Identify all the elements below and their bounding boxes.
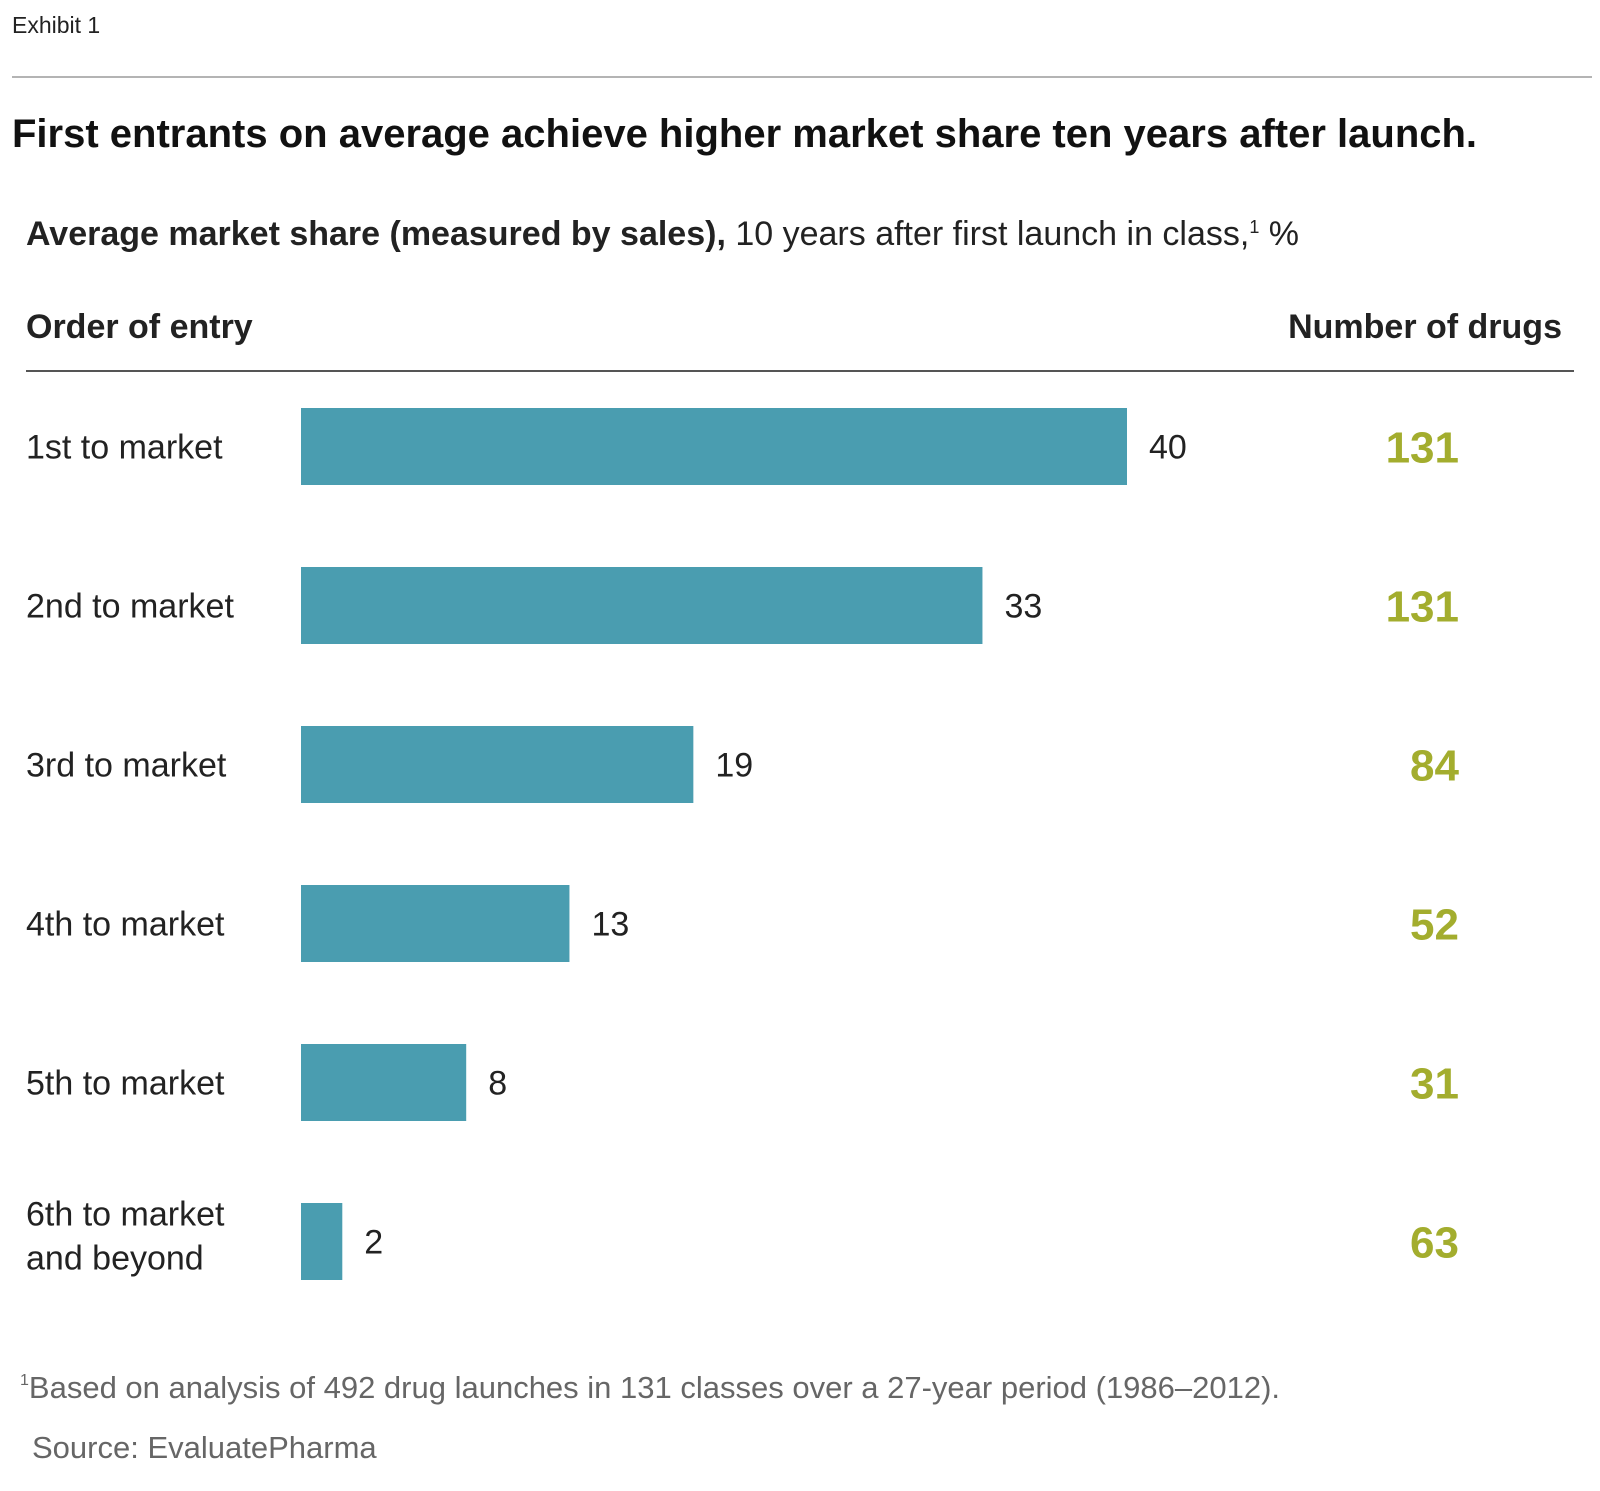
category-label-3: 3rd to market	[26, 747, 227, 785]
drug-count-4: 52	[1410, 901, 1459, 950]
bar-6	[301, 1203, 343, 1280]
value-label-6: 2	[364, 1224, 383, 1262]
value-label-1: 40	[1149, 429, 1187, 467]
drug-count-6: 63	[1410, 1219, 1459, 1268]
top-divider	[12, 76, 1592, 78]
bar-4	[301, 885, 570, 962]
category-label-line: 3rd to market	[26, 747, 227, 785]
drug-count-2: 131	[1386, 583, 1459, 632]
drug-count-5: 31	[1410, 1060, 1459, 1109]
category-label-line: 4th to market	[26, 906, 225, 944]
category-label-4: 4th to market	[26, 906, 225, 944]
value-label-3: 19	[715, 747, 753, 785]
chart-subtitle: Average market share (measured by sales)…	[26, 215, 1299, 254]
value-label-2: 33	[1004, 588, 1042, 626]
bar-3	[301, 726, 694, 803]
footnote-marker: 1	[20, 1372, 29, 1389]
category-label-1: 1st to market	[26, 429, 223, 467]
source-note: Source: EvaluatePharma	[32, 1430, 377, 1465]
category-label-line: 2nd to market	[26, 588, 234, 626]
bar-1	[301, 408, 1127, 485]
subtitle-footnote-marker: 1	[1249, 217, 1260, 237]
footnote-text: Based on analysis of 492 drug launches i…	[28, 1370, 1281, 1405]
subtitle-bold: Average market share (measured by sales)…	[26, 215, 726, 253]
category-label-line: 5th to market	[26, 1065, 225, 1103]
category-label-line: 1st to market	[26, 429, 223, 467]
bar-2	[301, 567, 983, 644]
category-label-line: 6th to market	[26, 1196, 225, 1234]
subtitle-rest: 10 years after first launch in class,	[725, 215, 1250, 253]
drug-count-1: 131	[1386, 424, 1459, 473]
category-label-6: 6th to market and beyond	[26, 1196, 225, 1278]
header-divider	[26, 370, 1574, 372]
value-label-5: 8	[488, 1065, 507, 1103]
footnote: 1Based on analysis of 492 drug launches …	[20, 1370, 1280, 1406]
category-label-2: 2nd to market	[26, 588, 234, 626]
category-label-line: and beyond	[26, 1240, 204, 1278]
column-header-order-of-entry: Order of entry	[26, 308, 253, 346]
subtitle-unit: %	[1259, 215, 1300, 253]
column-header-number-of-drugs: Number of drugs	[1288, 308, 1562, 346]
value-label-4: 13	[591, 906, 629, 944]
category-label-5: 5th to market	[26, 1065, 225, 1103]
chart-title: First entrants on average achieve higher…	[12, 112, 1478, 156]
drug-count-3: 84	[1410, 742, 1459, 791]
exhibit-label: Exhibit 1	[12, 12, 101, 38]
bar-5	[301, 1044, 467, 1121]
